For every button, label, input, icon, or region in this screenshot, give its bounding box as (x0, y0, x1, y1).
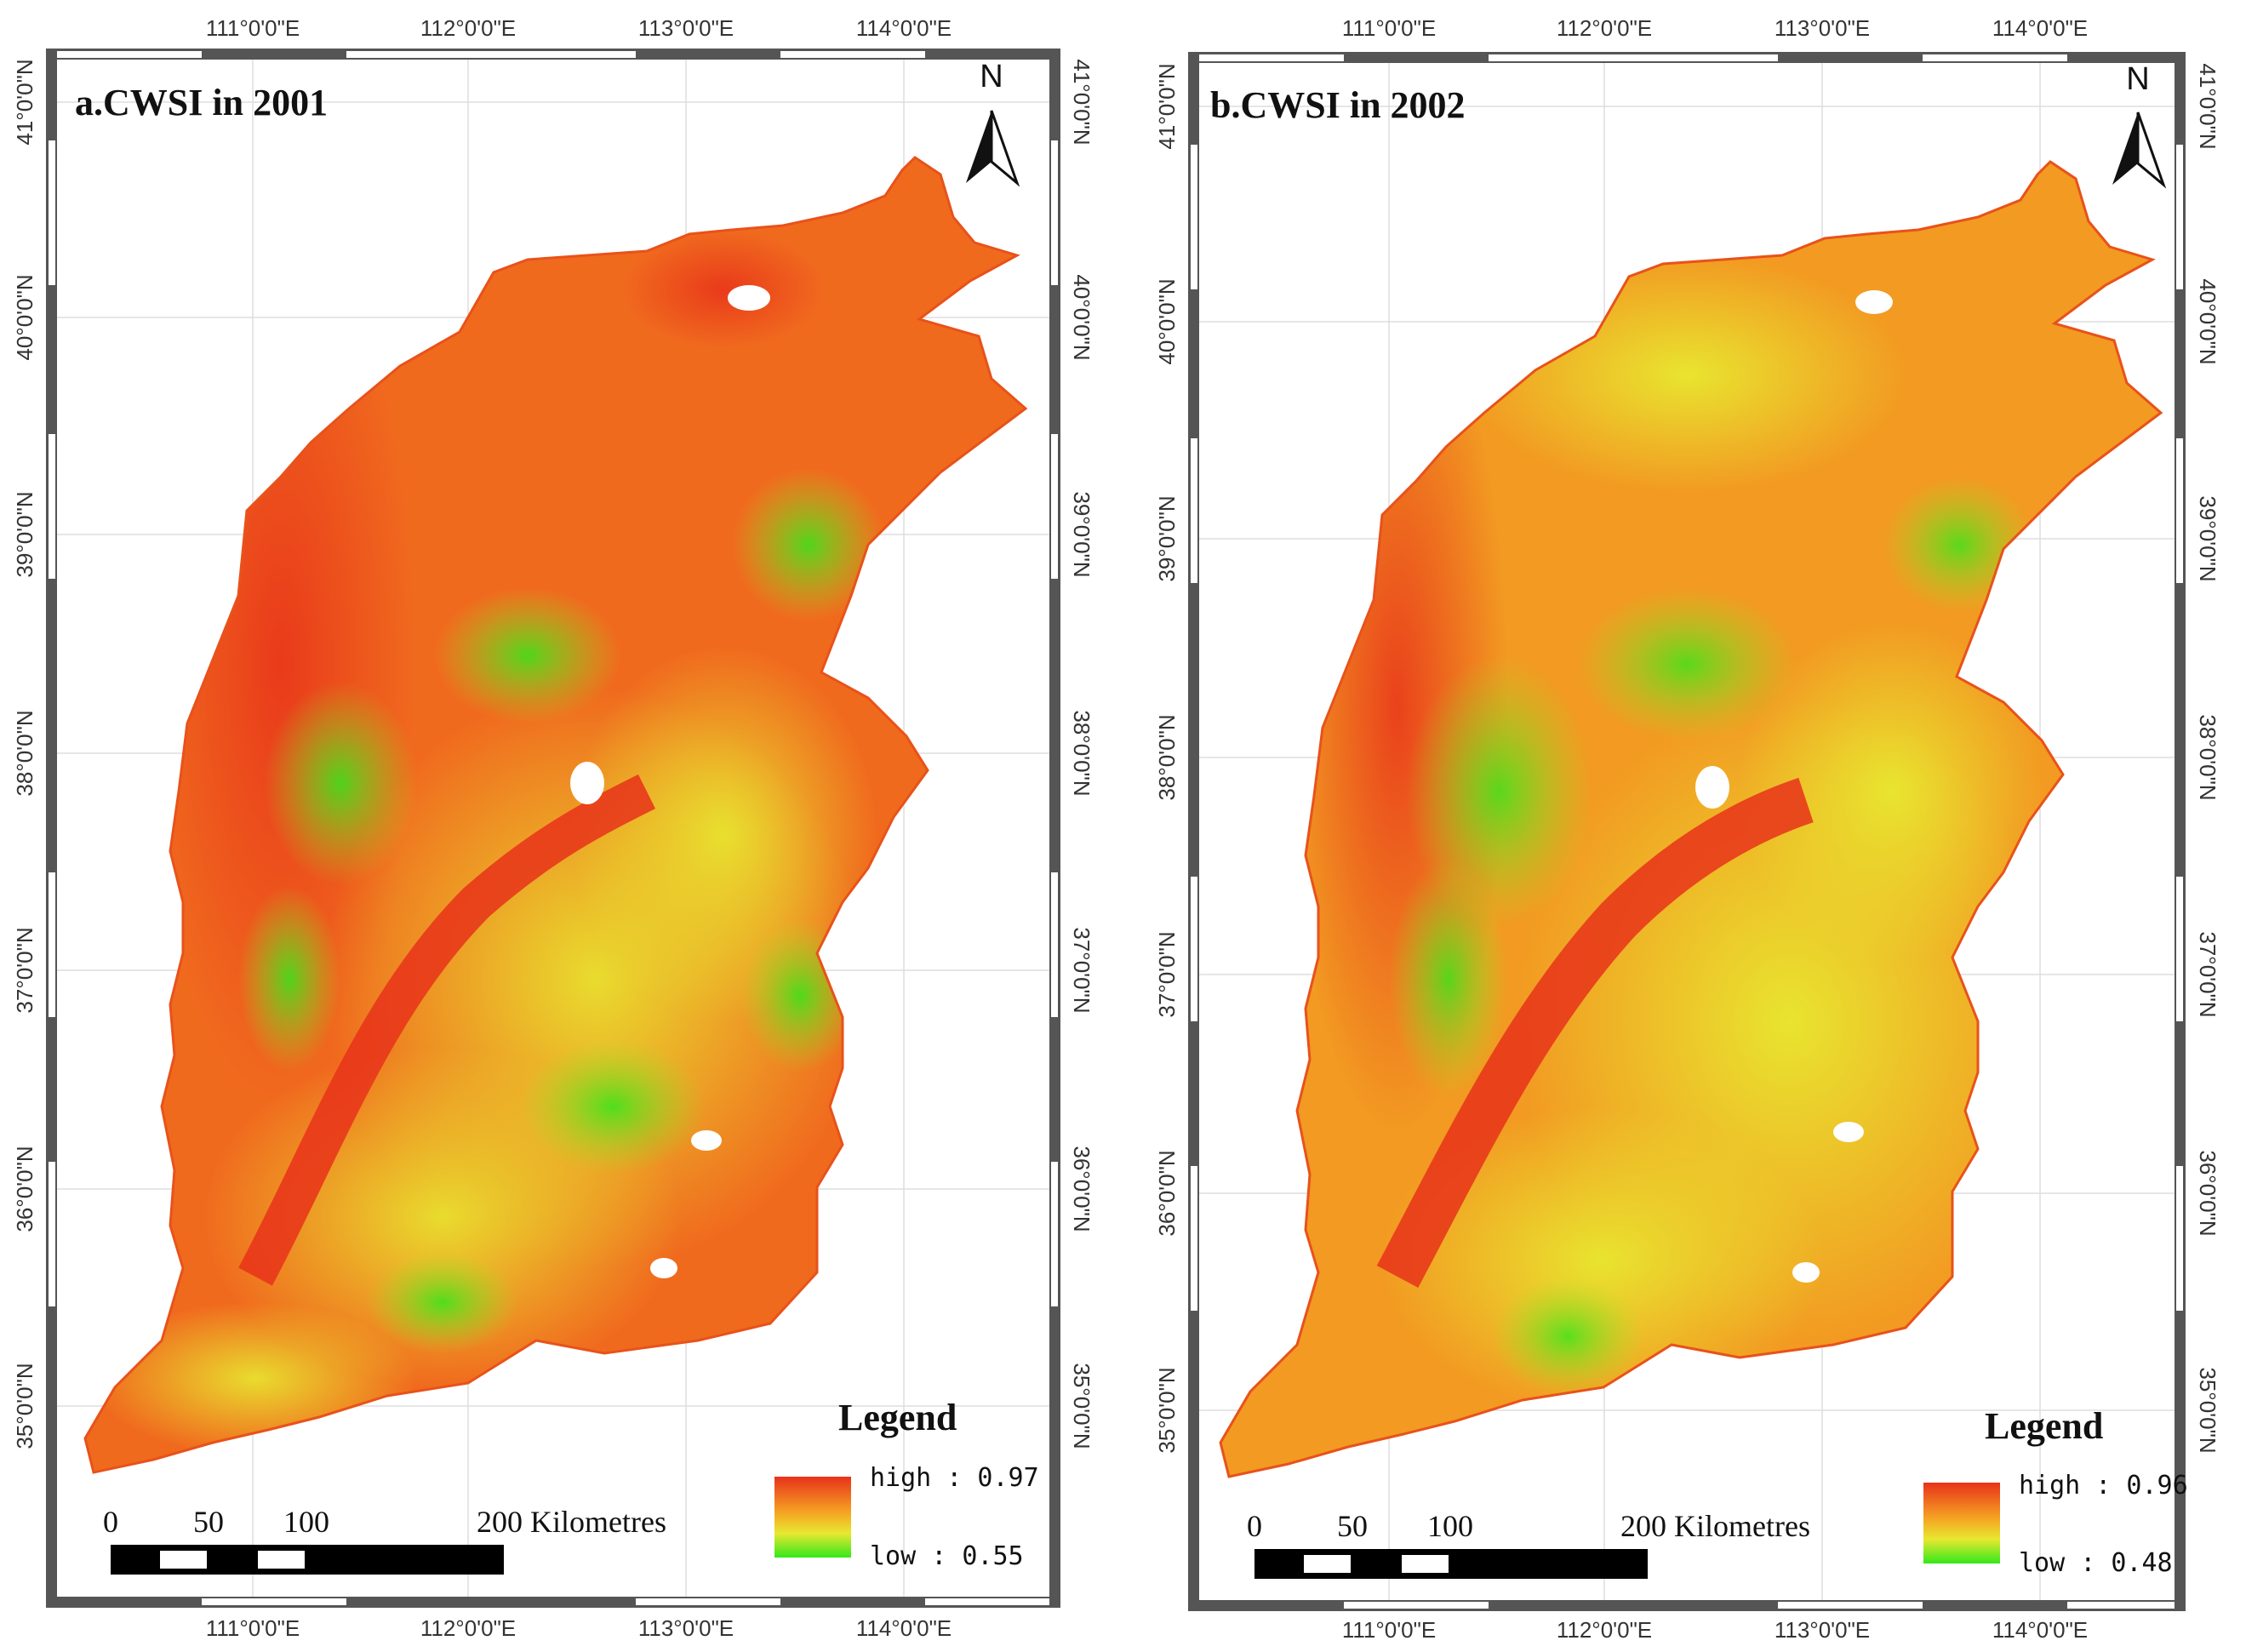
lon-label-bottom-113: 113°0'0"E (1775, 1617, 1870, 1643)
lon-label-top-113: 113°0'0"E (638, 15, 734, 41)
legend-title: Legend (838, 1397, 957, 1438)
scale-tick-0: 0 (1247, 1509, 1262, 1543)
lat-label-left-35: 35°0'0"N (12, 1363, 37, 1449)
lat-label-left-38: 38°0'0"N (12, 710, 37, 796)
legend: Legend high : 0.96 low : 0.48 (1923, 1405, 2188, 1578)
lat-label-left-38: 38°0'0"N (1154, 714, 1180, 800)
lat-label-left-36: 36°0'0"N (1154, 1150, 1180, 1236)
map-2001: 111°0'0"E 112°0'0"E 113°0'0"E 114°0'0"E … (12, 15, 1094, 1641)
lat-label-right-37: 37°0'0"N (2195, 931, 2220, 1017)
lat-label-left-37: 37°0'0"N (12, 927, 37, 1013)
lat-label-right-41: 41°0'0"N (2195, 63, 2220, 149)
lat-label-left-37: 37°0'0"N (1154, 931, 1180, 1017)
lat-label-right-36: 36°0'0"N (2195, 1150, 2220, 1236)
lat-label-left-35: 35°0'0"N (1154, 1367, 1180, 1453)
lat-label-left-41: 41°0'0"N (12, 59, 37, 145)
scale-end-label: 200 Kilometres (1620, 1509, 1810, 1543)
north-arrow-icon: N (966, 59, 1020, 187)
lon-label-bottom-111: 111°0'0"E (1342, 1617, 1436, 1643)
lat-label-right-38: 38°0'0"N (1069, 710, 1094, 796)
scale-tick-50: 50 (193, 1505, 224, 1539)
lon-label-bottom-112: 112°0'0"E (1557, 1617, 1652, 1643)
lon-label-top-111: 111°0'0"E (1342, 15, 1436, 41)
panel-title: b.CWSI in 2002 (1210, 84, 1466, 126)
lat-label-right-37: 37°0'0"N (1069, 927, 1094, 1013)
lon-label-top-114: 114°0'0"E (1992, 15, 2088, 41)
legend-color-ramp (1923, 1483, 2000, 1563)
lat-label-right-41: 41°0'0"N (1069, 59, 1094, 145)
legend-color-ramp (774, 1477, 851, 1558)
legend: Legend high : 0.97 low : 0.55 (774, 1397, 1039, 1571)
legend-low: low : 0.55 (870, 1541, 1024, 1571)
lat-label-right-36: 36°0'0"N (1069, 1146, 1094, 1232)
scale-tick-100: 100 (1427, 1509, 1473, 1543)
lat-label-right-35: 35°0'0"N (1069, 1363, 1094, 1449)
lat-label-right-40: 40°0'0"N (2195, 278, 2220, 364)
north-label: N (2126, 61, 2149, 97)
map-panel-2002: 111°0'0"E 112°0'0"E 113°0'0"E 114°0'0"E … (1142, 0, 2246, 1652)
scale-bar: 0 50 100 200 Kilometres (1247, 1509, 1810, 1579)
scale-bar: 0 50 100 200 Kilometres (103, 1505, 666, 1575)
legend-low: low : 0.48 (2019, 1548, 2173, 1578)
lat-label-right-39: 39°0'0"N (2195, 495, 2220, 581)
legend-high: high : 0.96 (2019, 1471, 2188, 1501)
scale-tick-0: 0 (103, 1505, 118, 1539)
scale-tick-100: 100 (283, 1505, 329, 1539)
lat-label-left-36: 36°0'0"N (12, 1146, 37, 1232)
north-arrow-icon: N (2112, 61, 2167, 189)
lat-label-left-39: 39°0'0"N (1154, 495, 1180, 581)
lon-label-top-114: 114°0'0"E (856, 15, 952, 41)
lon-label-top-112: 112°0'0"E (1557, 15, 1652, 41)
lon-label-bottom-111: 111°0'0"E (206, 1615, 300, 1641)
scale-tick-50: 50 (1337, 1509, 1368, 1543)
panel-title: a.CWSI in 2001 (75, 82, 328, 123)
lon-label-bottom-113: 113°0'0"E (638, 1615, 734, 1641)
lat-label-right-39: 39°0'0"N (1069, 491, 1094, 577)
lat-label-right-40: 40°0'0"N (1069, 274, 1094, 360)
lon-label-bottom-114: 114°0'0"E (1992, 1617, 2088, 1643)
lat-label-left-40: 40°0'0"N (1154, 278, 1180, 364)
legend-high: high : 0.97 (870, 1463, 1039, 1493)
lat-label-right-35: 35°0'0"N (2195, 1367, 2220, 1453)
lat-label-right-38: 38°0'0"N (2195, 714, 2220, 800)
map-2002: 111°0'0"E 112°0'0"E 113°0'0"E 114°0'0"E … (1154, 15, 2220, 1643)
lon-label-top-112: 112°0'0"E (420, 15, 516, 41)
lat-label-left-39: 39°0'0"N (12, 491, 37, 577)
north-label: N (980, 59, 1003, 94)
lat-label-left-40: 40°0'0"N (12, 274, 37, 360)
lon-label-bottom-112: 112°0'0"E (420, 1615, 516, 1641)
lat-label-left-41: 41°0'0"N (1154, 63, 1180, 149)
lon-label-bottom-114: 114°0'0"E (856, 1615, 952, 1641)
legend-title: Legend (1985, 1405, 2103, 1447)
lon-label-top-113: 113°0'0"E (1775, 15, 1870, 41)
lon-label-top-111: 111°0'0"E (206, 15, 300, 41)
map-panel-2001: 111°0'0"E 112°0'0"E 113°0'0"E 114°0'0"E … (12, 15, 1094, 1641)
scale-end-label: 200 Kilometres (477, 1505, 666, 1539)
